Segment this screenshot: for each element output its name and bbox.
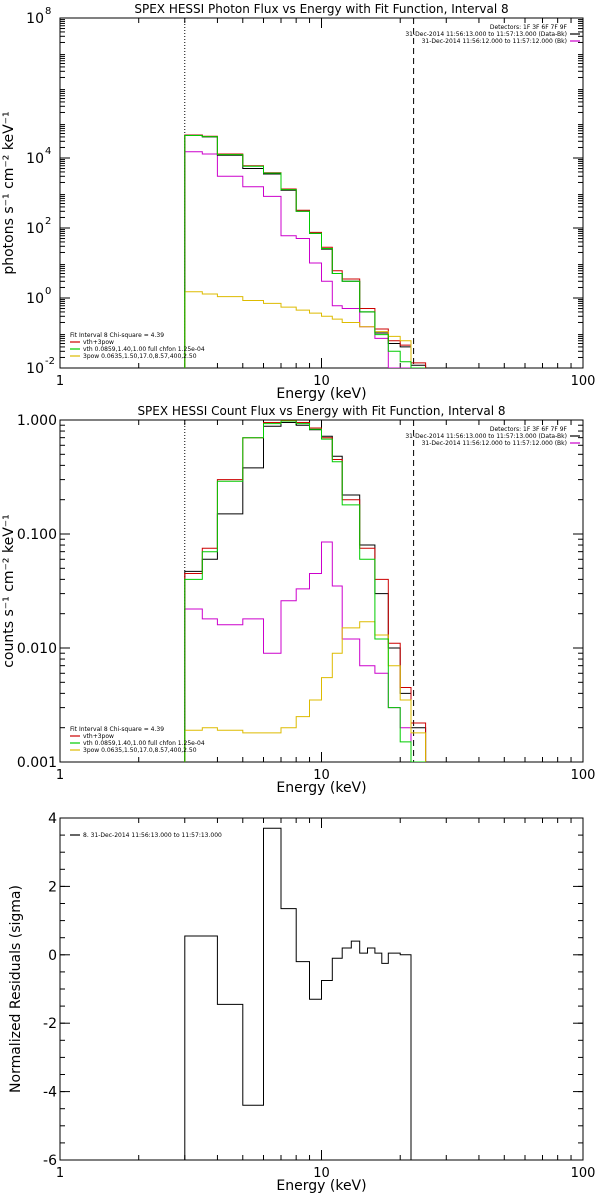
series-fit-total-histogram — [184, 420, 427, 762]
legend-bottom-left: Fit Interval 8 Chi-square = 4.39vth+3pow… — [70, 726, 205, 754]
series-residuals-histogram — [184, 827, 412, 1160]
y-tick-label: -4 — [43, 1085, 57, 1101]
y-tick-label-exponent: -2 — [45, 356, 55, 367]
series-fit-thermal-histogram — [184, 135, 426, 368]
chart-title: SPEX HESSI Photon Flux vs Energy with Fi… — [134, 2, 508, 16]
x-tick-label: 100 — [571, 374, 596, 389]
series-data-histogram — [184, 422, 427, 762]
chart-panel-2: SPEX HESSI Count Flux vs Energy with Fit… — [1, 404, 595, 796]
legend-entry-text: Fit Interval 8 Chi-square = 4.39 — [70, 332, 164, 339]
legend-entry-text: vth+3pow — [83, 733, 114, 740]
legend-entry-text: 31-Dec-2014 11:56:12.000 to 11:57:12.000… — [422, 38, 567, 45]
y-tick-label: 1.000 — [17, 413, 57, 429]
plot-frame — [59, 419, 584, 763]
x-tick-label: 10 — [313, 768, 330, 783]
y-tick-label-base: 10 — [26, 11, 44, 27]
y-tick-label: -2 — [43, 1016, 57, 1032]
legend-entry-text: Detectors: 1F 3F 6F 7F 9F — [490, 426, 568, 433]
legend-entry-text: 3pow 0.0635,1.50,17.0,8.57,400,2.50 — [83, 747, 197, 754]
y-tick-label: 0.001 — [17, 755, 57, 771]
legend-entry-text: 31-Dec-2014 11:56:13.000 to 11:57:13.000… — [405, 31, 567, 38]
x-axis-label: Energy (keV) — [276, 780, 366, 796]
y-tick-label: 0 — [48, 948, 57, 964]
legend-entry-text: Detectors: 1F 3F 6F 7F 9F — [490, 24, 568, 31]
x-tick-label: 1 — [56, 768, 64, 783]
y-tick-label-base: 10 — [26, 291, 44, 307]
y-tick-label-base: 10 — [26, 151, 44, 167]
y-tick-label-exponent: 0 — [45, 286, 51, 297]
x-tick-label: 1 — [56, 1166, 64, 1181]
x-tick-label: 10 — [313, 374, 330, 389]
y-tick-label: -6 — [43, 1153, 57, 1169]
y-axis-label: Normalized Residuals (sigma) — [8, 885, 24, 1093]
y-tick-label: 0.010 — [17, 641, 57, 657]
series-fit-powerlaw-histogram — [184, 291, 426, 368]
x-tick-label: 100 — [571, 768, 596, 783]
legend-entry-text: Fit Interval 8 Chi-square = 4.39 — [70, 726, 164, 733]
series-fit-thermal-histogram — [184, 420, 426, 762]
legend-entry-text: vth 0.0859,1.40,1.00 full chfon 1.25e-04 — [83, 346, 205, 353]
legend-entry-text: 3pow 0.0635,1.50,17.0,8.57,400,2.50 — [83, 353, 197, 360]
y-tick-label-exponent: 8 — [45, 6, 51, 17]
legend-entry-text: vth 0.0859,1.40,1.00 full chfon 1.25e-04 — [83, 740, 205, 747]
x-axis-label: Energy (keV) — [276, 386, 366, 402]
x-tick-label: 100 — [571, 1166, 596, 1181]
series-fit-total-histogram — [184, 134, 427, 368]
y-axis-label: counts s⁻¹ cm⁻² keV⁻¹ — [1, 514, 17, 668]
y-tick-label-exponent: 2 — [45, 216, 51, 227]
x-axis-label: Energy (keV) — [276, 1178, 366, 1194]
legend-entry-text: 8. 31-Dec-2014 11:56:13.000 to 11:57:13.… — [83, 832, 222, 839]
x-tick-label: 10 — [313, 1166, 330, 1181]
legend-entry-text: 31-Dec-2014 11:56:12.000 to 11:57:12.000… — [422, 440, 567, 447]
x-tick-label: 1 — [56, 374, 64, 389]
y-tick-label-base: 10 — [26, 221, 44, 237]
series-fit-powerlaw-histogram — [184, 621, 427, 762]
series-data-histogram — [184, 134, 427, 368]
legend-entry-text: 31-Dec-2014 11:56:13.000 to 11:57:13.000… — [405, 433, 567, 440]
y-axis-label: photons s⁻¹ cm⁻² keV⁻¹ — [1, 111, 17, 274]
series-background-histogram — [184, 541, 426, 762]
y-tick-label: 4 — [48, 811, 57, 827]
y-tick-label: 2 — [48, 879, 57, 895]
legend-bottom-left: Fit Interval 8 Chi-square = 4.39vth+3pow… — [70, 332, 205, 360]
chart-title: SPEX HESSI Count Flux vs Energy with Fit… — [137, 404, 505, 418]
series-background-histogram — [184, 151, 426, 368]
legend-top-left: 8. 31-Dec-2014 11:56:13.000 to 11:57:13.… — [70, 832, 222, 839]
chart-panel-1: SPEX HESSI Photon Flux vs Energy with Fi… — [1, 2, 595, 402]
y-tick-label-exponent: 4 — [45, 146, 51, 157]
legend-entry-text: vth+3pow — [83, 339, 114, 346]
y-tick-label: 0.100 — [17, 527, 57, 543]
y-tick-label-base: 10 — [26, 361, 44, 377]
chart-panel-3: 1 10 100 Energy (keV) -6 -4 -2 0 2 4 Normalized Re… — [8, 811, 595, 1194]
